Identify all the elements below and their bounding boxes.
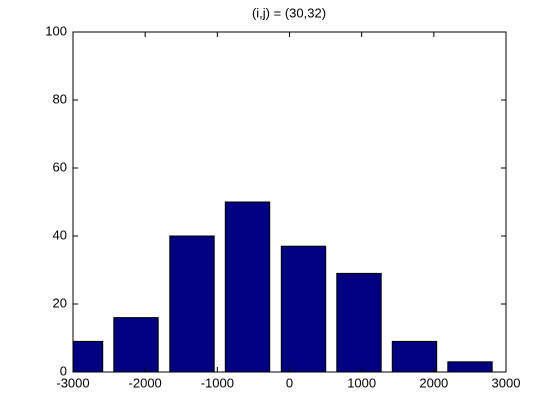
x-tick-label: 0 [286,375,293,390]
y-tick-label: 80 [53,91,67,106]
bar [224,201,271,372]
bar [169,235,215,372]
y-tick-label: 60 [53,159,67,174]
x-tick-label: 3000 [492,375,521,390]
x-tick-label: -3000 [56,375,89,390]
x-tick-label: 2000 [419,375,448,390]
bar [447,361,493,372]
plot-area [73,201,493,372]
x-tick-label: -2000 [129,375,162,390]
y-tick-label: 40 [53,227,67,242]
bar [73,340,104,372]
chart-title: (i,j) = (30,32) [252,5,326,20]
y-tick-label: 20 [53,295,67,310]
bar [280,245,327,372]
bar [391,340,438,372]
bar [113,317,159,372]
x-tick-label: -1000 [201,375,234,390]
y-tick-label: 0 [60,363,67,378]
y-tick-label: 100 [45,23,67,38]
bar [336,272,382,372]
x-tick-label: 1000 [347,375,376,390]
